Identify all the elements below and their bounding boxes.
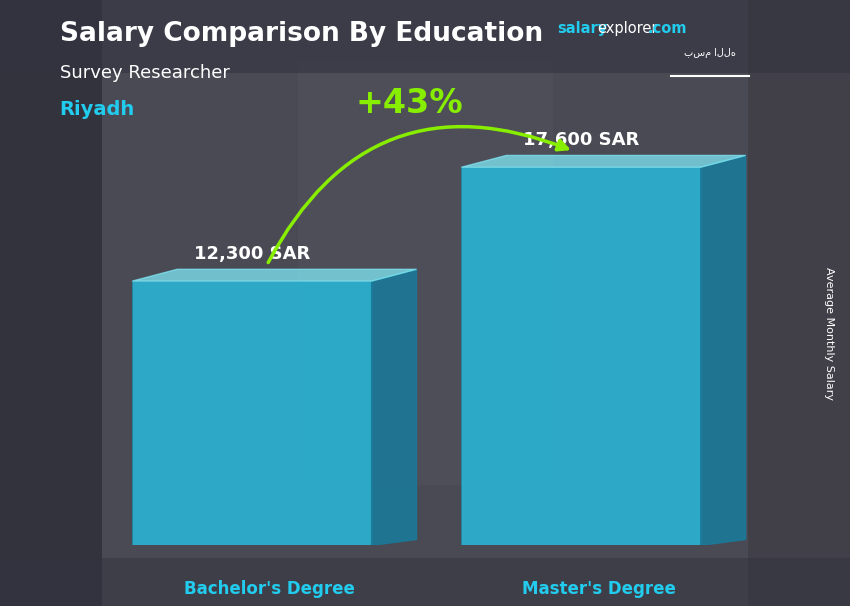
Text: Master's Degree: Master's Degree (522, 580, 676, 598)
Text: Riyadh: Riyadh (60, 100, 135, 119)
Polygon shape (133, 269, 416, 281)
Bar (0, 0, 850, 73)
Text: Average Monthly Salary: Average Monthly Salary (824, 267, 834, 400)
Text: 12,300 SAR: 12,300 SAR (194, 245, 310, 263)
Bar (0, 558, 850, 606)
Text: .com: .com (648, 21, 687, 36)
Text: 17,600 SAR: 17,600 SAR (523, 131, 639, 149)
Text: salary: salary (557, 21, 607, 36)
Polygon shape (462, 156, 745, 167)
Bar (0, 0, 102, 606)
Text: +43%: +43% (355, 87, 463, 121)
Text: explorer: explorer (598, 21, 658, 36)
Text: Survey Researcher: Survey Researcher (60, 64, 230, 82)
Bar (133, 281, 371, 545)
Bar (462, 167, 700, 545)
Bar (748, 0, 850, 606)
Text: بسم الله: بسم الله (684, 47, 736, 58)
Bar (298, 61, 552, 485)
Polygon shape (371, 269, 416, 545)
Text: Salary Comparison By Education: Salary Comparison By Education (60, 21, 542, 47)
Text: Bachelor's Degree: Bachelor's Degree (184, 580, 355, 598)
Polygon shape (700, 156, 745, 545)
